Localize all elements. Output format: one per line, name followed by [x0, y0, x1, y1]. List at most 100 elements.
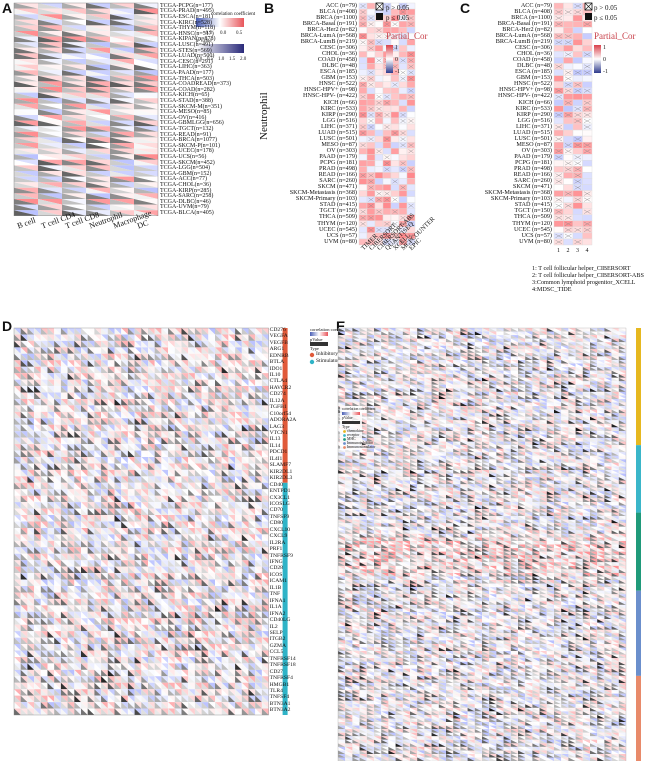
- panel-d-cell-36-22-p: [161, 560, 169, 567]
- panel-d-cell-20-5-corr: [47, 457, 55, 464]
- panel-b-ns-mark-9-5: [400, 58, 406, 63]
- panel-b-cell-30-2: [374, 184, 384, 191]
- panel-a-cell-16-2-p: [62, 92, 86, 99]
- panel-d-cell-30-29-corr: [208, 521, 215, 528]
- panel-d-cell-20-16-corr: [121, 457, 128, 464]
- panel-d-cell-6-31-corr: [221, 366, 229, 374]
- panel-c-cell-24-2: [572, 147, 583, 155]
- panel-d-cell-18-36-p: [255, 444, 262, 451]
- panel-a-cell-11-1-p: [38, 64, 62, 71]
- panel-b-cell-14-3: [382, 87, 392, 94]
- panel-d-cell-14-26-p: [188, 418, 195, 425]
- panel-d-cell-15-4-corr: [40, 424, 48, 432]
- panel-a-cell-3-3-p: [86, 19, 110, 26]
- panel-d-cell-13-25-p: [181, 411, 189, 419]
- panel-a-cell-23-0-corr: [14, 131, 38, 138]
- panel-b-cell-19-3: [382, 117, 392, 125]
- panel-d-cell-40-16-p: [121, 586, 128, 593]
- panel-d-cell-16-26-corr: [188, 431, 195, 438]
- panel-d-cell-8-36-corr: [255, 379, 262, 387]
- panel-d-cell-34-29-p: [208, 547, 215, 554]
- panel-d-cell-46-2-corr: [27, 624, 35, 632]
- panel-d-cell-27-5-p: [47, 502, 55, 509]
- panel-d-cell-0-35-corr: [248, 328, 256, 335]
- panel-b-ns-mark-11-6: [408, 70, 414, 75]
- panel-a-cell-31-0-corr: [14, 176, 38, 183]
- panel-d-cell-29-13-p: [101, 515, 108, 522]
- panel-d-cell-43-14-corr: [107, 605, 115, 612]
- panel-d-cell-48-34-corr: [241, 637, 249, 645]
- panel-d-cell-37-17-p: [127, 566, 135, 574]
- panel-d-cell-45-5-corr: [47, 618, 55, 625]
- panel-a-cell-21-4-p: [110, 120, 134, 127]
- panel-a-cell-35-3-p: [86, 199, 110, 205]
- panel-d-cell-8-28-p: [201, 379, 209, 387]
- panel-d-cell-16-23-corr: [168, 431, 175, 438]
- panel-d-cell-42-28-corr: [201, 598, 209, 606]
- panel-d-cell-19-1-p: [20, 450, 28, 457]
- panel-d-cell-46-37-corr: [261, 624, 269, 632]
- panel-d-cell-42-4-p: [40, 598, 48, 606]
- panel-d-cell-7-17-corr: [127, 373, 135, 380]
- panel-d-cell-33-2-p: [27, 540, 35, 548]
- panel-b-cell-31-5: [398, 190, 408, 197]
- panel-c-row-label-2: BRCA (n=1100): [511, 13, 552, 21]
- panel-d-cell-5-10-corr: [81, 360, 88, 367]
- panel-a-cell-16-1-p: [38, 92, 62, 99]
- panel-c-cell-9-0: [553, 57, 564, 64]
- panel-d-cell-42-34-corr: [241, 598, 249, 606]
- panel-d-cell-22-5-p: [47, 469, 55, 477]
- panel-a-cell-26-5-p: [134, 148, 158, 155]
- panel-d-cell-10-31-corr: [221, 392, 229, 399]
- panel-d-cell-23-4-p: [40, 476, 48, 483]
- panel-d-cell-35-35-corr: [248, 553, 256, 561]
- panel-d-cell-28-36-p: [255, 508, 262, 516]
- panel-d-cell-5-36-p: [255, 360, 262, 367]
- panel-c-cell-0-0: [553, 2, 564, 10]
- panel-d-cell-37-2-p: [27, 566, 35, 574]
- panel-d-cell-26-17-corr: [127, 495, 135, 503]
- panel-d-cell-33-23-p: [168, 540, 175, 548]
- panel-d-cell-30-15-corr: [114, 521, 122, 528]
- panel-d-cell-36-16-corr: [121, 560, 128, 567]
- panel-d-cell-23-13-p: [101, 476, 108, 483]
- panel-d-cell-40-18-corr: [134, 586, 142, 593]
- panel-d-cell-22-7-p: [60, 469, 68, 477]
- panel-d-cell-42-6-p: [54, 598, 61, 606]
- panel-a-cell-16-5-corr: [134, 92, 158, 99]
- panel-a-cell-32-4-p: [110, 182, 134, 188]
- panel-b-cell-31-0: [358, 190, 368, 197]
- panel-c-cell-25-1: [563, 154, 574, 161]
- panel-d-cell-4-15-corr: [114, 353, 122, 361]
- panel-d-cell-47-25-corr: [181, 631, 189, 638]
- panel-b-ns-mark-33-6: [408, 203, 414, 208]
- panel-a-cell-23-4-corr: [110, 131, 134, 138]
- panel-a-cell-19-1-p: [38, 109, 62, 115]
- panel-d-cell-31-35-p: [248, 527, 256, 535]
- panel-d-cell-46-14-corr: [107, 624, 115, 632]
- panel-d-cell-28-35-p: [248, 508, 256, 516]
- panel-d-cell-26-0-corr: [14, 495, 21, 503]
- panel-b-ns-mark-12-0: [360, 76, 366, 81]
- panel-a-cell-5-4-p: [110, 31, 134, 37]
- panel-d-cell-33-14-p: [107, 540, 115, 548]
- panel-d-cell-48-30-corr: [215, 637, 222, 645]
- panel-d-cell-37-6-corr: [54, 566, 61, 574]
- panel-a-legend-corr-tick-0: -0.5: [204, 31, 212, 36]
- panel-d-cell-10-8-corr: [67, 392, 75, 399]
- panel-d-cell-35-25-corr: [181, 553, 189, 561]
- panel-d-cell-31-27-p: [194, 527, 202, 535]
- panel-d-cell-40-12-corr: [94, 586, 102, 593]
- panel-d-cell-28-37-p: [261, 508, 269, 516]
- panel-d-cell-29-23-p: [168, 515, 175, 522]
- panel-d-cell-37-36-corr: [255, 566, 262, 574]
- panel-d-cell-42-9-p: [74, 598, 81, 606]
- panel-d-cell-25-26-corr: [188, 489, 195, 496]
- panel-d-cell-1-14-corr: [107, 334, 115, 341]
- panel-c-cell-13-3: [582, 81, 593, 88]
- panel-d-cell-4-15-p: [114, 353, 122, 361]
- panel-c-ns-mark-35-1: [564, 215, 572, 220]
- panel-d-cell-11-34-corr: [241, 398, 249, 406]
- panel-a-heatmap: -0.5 0.0 0.50.0 0.5 1.0 1.5 2.0: [13, 2, 247, 217]
- panel-c-ns-mark-32-0: [555, 197, 563, 202]
